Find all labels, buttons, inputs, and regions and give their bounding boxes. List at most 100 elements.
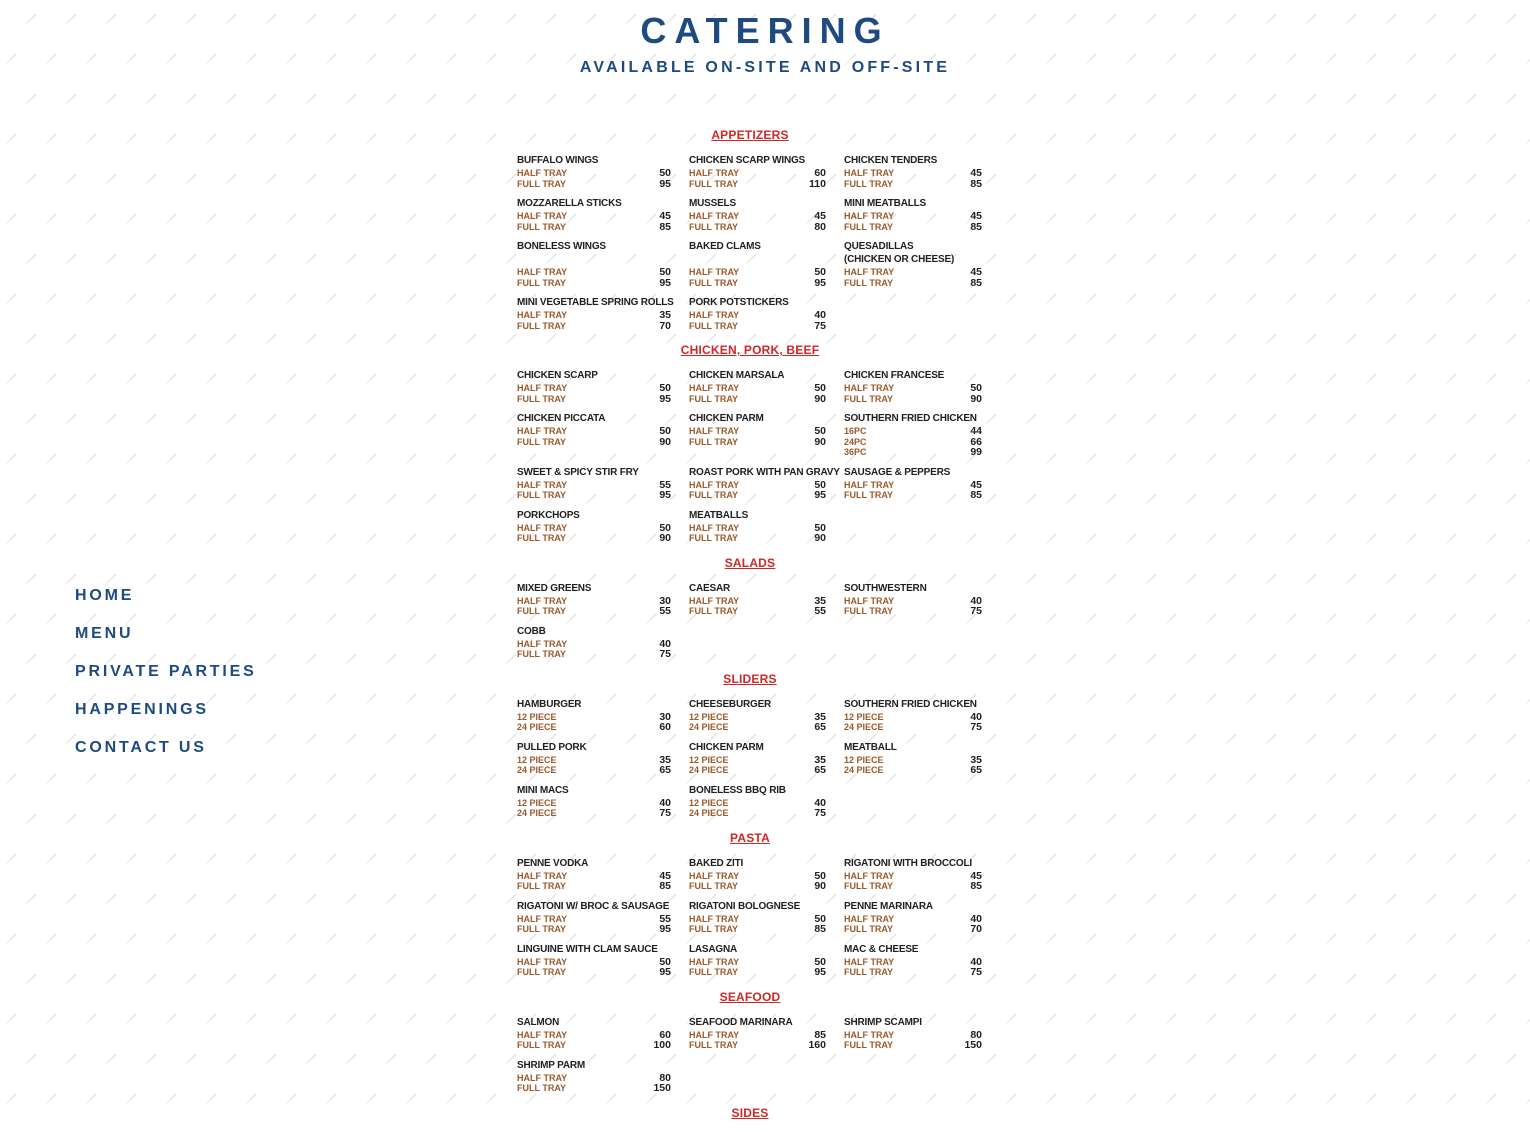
size-label: 24 PIECE — [517, 765, 557, 775]
item-name-block: LINGUINE WITH CLAM SAUCE — [517, 943, 671, 956]
section-header: PASTA — [730, 830, 770, 845]
price-value: 95 — [659, 489, 671, 501]
item-name-block: BUFFALO WINGS — [517, 154, 671, 167]
size-label: HALF TRAY — [517, 168, 568, 178]
price-line: HALF TRAY 45 — [844, 267, 982, 278]
item-name: MOZZARELLA STICKS — [517, 198, 622, 209]
price-line: FULL TRAY 150 — [844, 1040, 982, 1051]
price-value: 75 — [814, 319, 826, 332]
price-line: HALF TRAY 85 — [689, 1029, 826, 1041]
item-name: CHICKEN PARM — [689, 413, 764, 424]
price-value: 70 — [970, 923, 982, 935]
item-name-block: RIGATONI WITH BROCCOLI — [844, 857, 982, 870]
price-value: 65 — [814, 721, 826, 733]
nav-item-home[interactable]: HOME — [75, 587, 135, 604]
price-line: 24PC 66 — [844, 436, 982, 448]
nav-item-private-parties[interactable]: PRIVATE PARTIES — [75, 663, 257, 680]
price-value: 40 — [814, 796, 826, 809]
item-name-block: HAMBURGER — [517, 698, 671, 711]
size-label: FULL TRAY — [689, 533, 739, 543]
size-label: FULL TRAY — [517, 649, 567, 659]
size-label: FULL TRAY — [844, 606, 894, 616]
item-name-block: SHRIMP PARM — [517, 1059, 671, 1072]
menu-item: BONELESS BBQ RIB 12 PIECE 40 24 PIECE 75 — [689, 784, 826, 819]
size-label: 24PC — [844, 436, 867, 447]
price-value: 40 — [814, 309, 826, 321]
size-label: FULL TRAY — [517, 533, 567, 543]
size-label: HALF TRAY — [517, 211, 568, 221]
item-name-block: QUESADILLAS (CHICKEN OR CHEESE) — [844, 240, 982, 266]
item-name: QUESADILLAS — [844, 241, 914, 252]
item-name-block: COBB — [517, 625, 671, 638]
price-value: 50 — [659, 425, 671, 437]
price-line: HALF TRAY 50 — [517, 426, 671, 437]
price-value: 85 — [970, 276, 982, 289]
price-value: 50 — [659, 266, 671, 278]
item-name: SALMON — [517, 1016, 560, 1028]
size-label: HALF TRAY — [517, 267, 568, 277]
price-line: FULL TRAY 75 — [844, 606, 982, 617]
size-label: HALF TRAY — [689, 595, 740, 606]
menu-item: MIXED GREENS HALF TRAY 30 FULL TRAY 55 — [517, 582, 671, 617]
size-label: FULL TRAY — [689, 393, 739, 404]
item-name: CHICKEN PICCATA — [517, 413, 606, 424]
item-name-block: PENNE MARINARA — [844, 900, 982, 913]
price-line: FULL TRAY 90 — [689, 393, 826, 405]
price-line: 12 PIECE 35 — [689, 754, 826, 766]
price-value: 90 — [659, 532, 671, 544]
price-value: 35 — [659, 753, 671, 766]
price-line: HALF TRAY 50 — [689, 383, 826, 394]
item-name: MEATBALL — [844, 741, 897, 753]
price-value: 45 — [970, 869, 982, 882]
menu-item: BAKED ZITI HALF TRAY 50 FULL TRAY 90 — [689, 857, 826, 892]
item-name-block: CHICKEN FRANCESE — [844, 369, 982, 382]
menu-item: MINI MEATBALLS HALF TRAY 45 FULL TRAY 85 — [844, 197, 982, 232]
menu-item: BAKED CLAMS HALF TRAY 50 FULL TRAY 95 — [689, 240, 826, 288]
price-line: HALF TRAY 80 — [517, 1072, 671, 1084]
item-name-block: MOZZARELLA STICKS — [517, 197, 671, 210]
menu-section: SEAFOOD SALMON HALF TRAY 60 FULL TRAY 100 SEAF… — [517, 990, 983, 1094]
price-value: 45 — [814, 210, 826, 222]
price-value: 60 — [659, 1028, 671, 1041]
price-line: FULL TRAY 95 — [517, 490, 671, 501]
price-value: 50 — [659, 382, 671, 394]
size-label: HALF TRAY — [517, 870, 568, 881]
item-name: LINGUINE WITH CLAM SAUCE — [517, 943, 658, 955]
item-name: CHEESEBURGER — [689, 698, 772, 710]
item-subname: (CHICKEN OR CHEESE) — [844, 254, 955, 265]
background-pattern — [0, 0, 1530, 1105]
nav-item-happenings[interactable]: HAPPENINGS — [75, 701, 209, 718]
size-label: FULL TRAY — [844, 393, 894, 404]
menu-item: SAUSAGE & PEPPERS HALF TRAY 45 FULL TRAY 85 — [844, 466, 982, 501]
price-value: 95 — [659, 966, 671, 978]
price-line: FULL TRAY 90 — [689, 533, 826, 544]
size-label: FULL TRAY — [689, 178, 739, 189]
size-label: 24 PIECE — [689, 722, 729, 732]
price-line: FULL TRAY 95 — [689, 967, 826, 978]
price-value: 95 — [659, 392, 671, 405]
price-line: 12 PIECE 35 — [517, 753, 671, 766]
item-name-block: SEAFOOD MARINARA — [689, 1016, 826, 1029]
price-line: 36PC 99 — [844, 447, 982, 458]
menu-item: MAC & CHEESE HALF TRAY 40 FULL TRAY 75 — [844, 943, 982, 978]
menu-item: CHICKEN SCARP WINGS HALF TRAY 60 FULL TRAY 1… — [689, 154, 826, 189]
price-line: FULL TRAY 95 — [689, 490, 826, 501]
menu-row: BONELESS WINGS HALF TRAY 50 FULL TRAY 95 BAKE… — [517, 240, 983, 288]
price-value: 50 — [814, 382, 826, 394]
item-name-block: PULLED PORK — [517, 741, 671, 754]
price-value: 85 — [659, 220, 671, 233]
item-name-block: SOUTHERN FRIED CHICKEN — [844, 698, 982, 711]
price-line: FULL TRAY 90 — [517, 436, 671, 448]
item-name-block: SALMON — [517, 1016, 671, 1029]
price-line: 24 PIECE 75 — [689, 808, 826, 819]
price-value: 85 — [814, 923, 826, 935]
item-name-block: SOUTHERN FRIED CHICKEN — [844, 412, 982, 425]
price-line: FULL TRAY 85 — [844, 276, 982, 289]
item-name: MINI VEGETABLE SPRING ROLLS — [517, 297, 674, 308]
nav-item-contact-us[interactable]: CONTACT US — [75, 739, 207, 756]
item-name-block: CHICKEN MARSALA — [689, 369, 826, 382]
item-name: ROAST PORK WITH PAN GRAVY — [689, 466, 840, 478]
item-name-block: CHICKEN PARM — [689, 741, 826, 754]
price-value: 75 — [970, 721, 982, 733]
nav-item-menu[interactable]: MENU — [75, 625, 134, 642]
